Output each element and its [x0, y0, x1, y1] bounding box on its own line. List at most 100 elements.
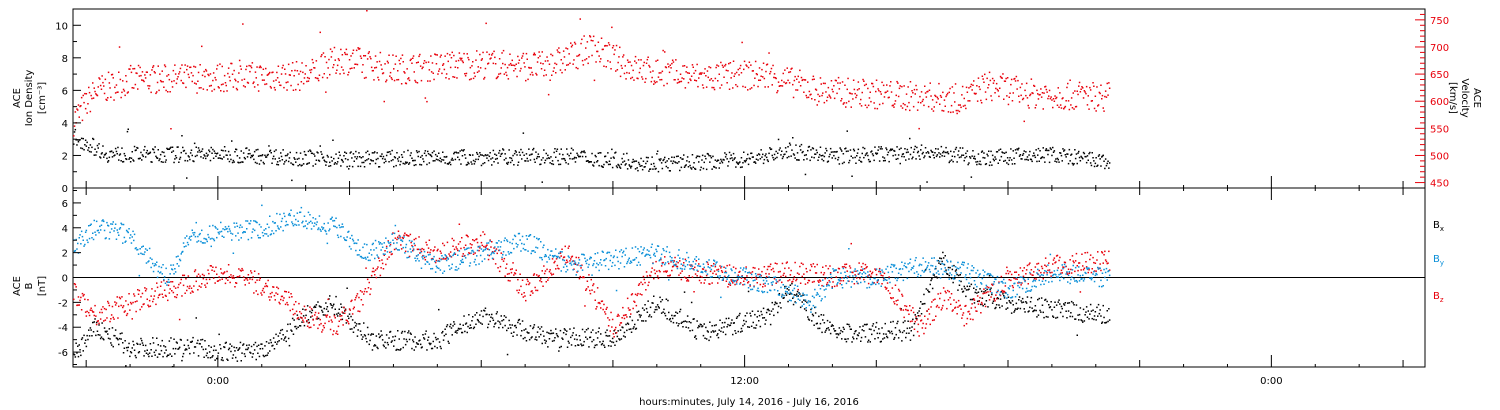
bx-point: [601, 342, 604, 345]
density-point: [419, 156, 422, 158]
bz-point: [840, 280, 842, 282]
bx-point: [532, 327, 534, 330]
density-point: [1057, 158, 1059, 161]
density-point: [340, 165, 342, 167]
bx-point: [227, 348, 230, 351]
bx-point: [90, 329, 92, 331]
bz-point: [735, 267, 737, 270]
bx-point: [211, 356, 213, 358]
velocity-point: [444, 55, 446, 57]
velocity-point: [229, 79, 231, 82]
velocity-point: [158, 89, 160, 92]
velocity-point: [543, 69, 546, 71]
velocity-point: [339, 73, 341, 75]
bz-point: [597, 302, 600, 304]
bz-point: [847, 276, 849, 278]
bx-point: [626, 329, 628, 332]
velocity-point: [369, 56, 371, 58]
bz-point: [586, 280, 589, 282]
velocity-point: [125, 75, 127, 77]
density-point: [558, 163, 560, 166]
bx-point: [641, 307, 644, 309]
velocity-point: [399, 63, 401, 65]
density-point: [615, 165, 618, 167]
velocity-point: [732, 87, 734, 89]
bx-point: [702, 334, 705, 337]
bz-point: [818, 281, 820, 283]
velocity-point: [802, 78, 804, 81]
bx-point: [455, 330, 457, 332]
bx-point: [1068, 302, 1071, 304]
bz-point: [246, 277, 248, 280]
bz-point: [251, 278, 254, 281]
bx-point: [674, 314, 676, 317]
velocity-point: [511, 59, 513, 62]
velocity-point: [678, 81, 680, 84]
density-point: [925, 152, 928, 154]
velocity-point: [308, 77, 310, 80]
density-point: [690, 167, 692, 169]
velocity-point: [126, 92, 129, 94]
bx-point: [1108, 308, 1110, 310]
bz-point: [414, 244, 416, 247]
bz-point: [203, 274, 205, 277]
density-point: [257, 148, 259, 151]
density-point: [950, 150, 952, 153]
velocity-point: [951, 86, 954, 88]
velocity-point: [724, 65, 726, 67]
bz-point: [226, 270, 228, 273]
bz-point: [298, 302, 300, 305]
velocity-point: [600, 58, 602, 60]
bz-point: [470, 246, 472, 249]
bx-point: [726, 326, 728, 328]
density-point: [534, 161, 536, 163]
velocity-point: [703, 72, 705, 74]
velocity-point: [625, 78, 627, 80]
bz-point: [553, 261, 555, 264]
velocity-point: [145, 71, 148, 73]
density-point: [851, 175, 853, 177]
velocity-point: [411, 62, 413, 64]
velocity-point: [584, 59, 586, 61]
density-point: [933, 157, 935, 159]
velocity-point: [172, 69, 175, 72]
density-point: [282, 149, 284, 151]
density-point: [75, 139, 77, 141]
bx-point: [426, 349, 428, 351]
velocity-point: [222, 83, 224, 85]
bz-point: [170, 281, 172, 283]
density-point: [893, 150, 896, 152]
bz-point: [777, 271, 780, 273]
density-point: [103, 156, 105, 158]
velocity-point: [910, 96, 912, 98]
bx-point: [429, 343, 431, 346]
bx-point: [260, 343, 262, 345]
bx-point: [121, 332, 123, 334]
bx-point: [568, 342, 570, 344]
bz-point: [530, 290, 532, 293]
velocity-point: [234, 78, 236, 81]
velocity-point: [330, 56, 333, 58]
bx-point: [664, 314, 667, 317]
velocity-point: [981, 75, 984, 77]
velocity-point: [1086, 104, 1089, 106]
density-point: [73, 143, 75, 145]
bz-point: [357, 310, 359, 312]
density-point: [364, 159, 367, 162]
velocity-point: [922, 98, 924, 101]
bx-point: [576, 338, 578, 341]
bx-point: [1018, 299, 1020, 301]
density-point: [558, 153, 561, 155]
velocity-point: [709, 79, 711, 81]
velocity-point: [785, 82, 788, 84]
bx-point: [823, 322, 826, 324]
density-point: [694, 167, 696, 170]
density-point: [180, 151, 182, 154]
bz-point: [265, 285, 268, 287]
density-point: [598, 164, 600, 167]
bz-point: [438, 257, 441, 260]
density-point: [1058, 161, 1060, 163]
bz-point: [352, 308, 355, 310]
density-point: [457, 156, 459, 158]
velocity-point: [86, 112, 88, 114]
